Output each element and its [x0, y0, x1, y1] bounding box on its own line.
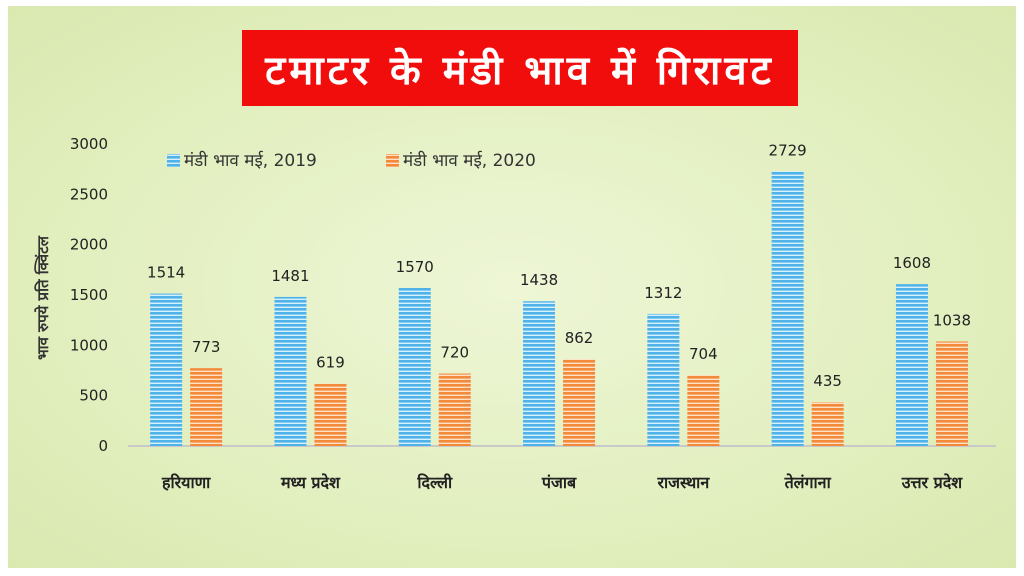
data-label: 1481: [271, 267, 309, 285]
legend-swatch-2020: [386, 154, 399, 167]
data-label: 1570: [396, 258, 434, 276]
y-tick-label: 1000: [70, 336, 108, 354]
bar-2020: [563, 359, 596, 446]
data-label: 1514: [147, 264, 185, 282]
data-label: 773: [192, 338, 221, 356]
data-label: 862: [565, 329, 594, 347]
legend: मंडी भाव मई, 2019 मंडी भाव मई, 2020: [167, 150, 536, 171]
y-axis-label-group: भाव रुपये प्रति क्विंटल: [34, 235, 52, 360]
title-banner: टमाटर के मंडी भाव में गिरावट: [242, 30, 798, 106]
category-label: पंजाब: [541, 473, 577, 492]
bar-2020: [438, 373, 471, 446]
y-tick-label: 3000: [70, 135, 108, 153]
chart-title: टमाटर के मंडी भाव में गिरावट: [265, 47, 775, 94]
y-tick-label: 0: [98, 437, 108, 455]
bar-2019: [150, 293, 183, 446]
legend-label-2020: मंडी भाव मई, 2020: [403, 150, 536, 171]
y-axis-label: भाव रुपये प्रति क्विंटल: [34, 235, 52, 360]
category-label: दिल्ली: [416, 473, 453, 492]
bar-2020: [935, 341, 968, 446]
category-label: उत्तर प्रदेश: [901, 473, 964, 492]
legend-label-2019: मंडी भाव मई, 2019: [184, 150, 317, 171]
bar-2019: [274, 296, 307, 446]
bar-2020: [811, 402, 844, 446]
data-label: 1038: [933, 312, 971, 330]
bar-2020: [314, 383, 347, 446]
legend-swatch-2019: [167, 154, 180, 167]
bar-2019: [771, 171, 804, 446]
category-labels-group: हरियाणा मध्य प्रदेश दिल्ली पंजाब राजस्थान तेल…: [161, 473, 963, 492]
bar-2019: [647, 313, 680, 446]
y-tick-label: 1500: [70, 286, 108, 304]
data-label: 619: [316, 354, 345, 372]
bar-2019: [895, 284, 928, 446]
data-labels-group: 1514 773 1481 619 1570 720 1438 862 1312 704 2729 4…: [147, 141, 971, 390]
y-tick-label: 500: [79, 387, 108, 405]
data-label: 1438: [520, 271, 558, 289]
category-label: तेलंगाना: [784, 473, 832, 492]
y-tick-label: 2000: [70, 236, 108, 254]
data-label: 1312: [644, 284, 682, 302]
chart-frame: टमाटर के मंडी भाव में गिरावट: [8, 6, 1016, 568]
category-label: मध्य प्रदेश: [280, 473, 341, 492]
bar-2019: [398, 287, 431, 446]
data-label: 720: [440, 344, 469, 362]
data-label: 1608: [893, 254, 931, 272]
data-label: 435: [813, 372, 842, 390]
y-axis-ticks: 0 500 1000 1500 2000 2500 3000: [70, 135, 108, 455]
category-label: हरियाणा: [161, 473, 211, 492]
data-label: 2729: [769, 141, 807, 159]
category-label: राजस्थान: [656, 473, 710, 492]
bars-group: [150, 171, 968, 446]
bar-2020: [190, 368, 223, 446]
y-tick-label: 2500: [70, 185, 108, 203]
bar-2019: [523, 301, 556, 446]
data-label: 704: [689, 345, 718, 363]
bar-2020: [687, 375, 720, 446]
